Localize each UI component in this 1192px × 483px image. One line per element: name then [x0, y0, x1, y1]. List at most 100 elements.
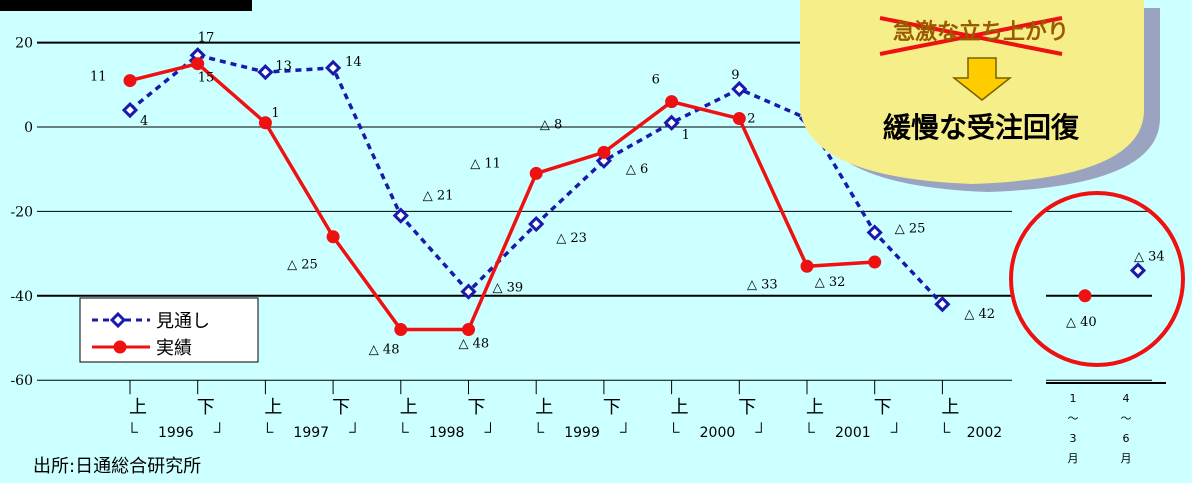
- year-bracket: [402, 422, 409, 433]
- x-tick-label: 上: [400, 397, 418, 418]
- inset-actual-point: [1078, 289, 1092, 303]
- x-tick-label: 上: [535, 397, 553, 418]
- y-tick-label: -60: [10, 373, 33, 389]
- inset-category-label: 1: [1070, 392, 1077, 405]
- x-tick-label: 下: [468, 397, 486, 418]
- quarterly-inset: △ 40 △ 34 1 〜 3 月 4 〜 6 月: [1009, 191, 1185, 465]
- y-tick-label: 20: [15, 36, 33, 52]
- actual-value-label: △ 48: [369, 343, 400, 358]
- year-group-label: 2002: [967, 425, 1003, 441]
- forecast-point: [121, 101, 139, 119]
- inset-category-label: 3: [1070, 432, 1077, 445]
- callout-text: 緩慢な受注回復: [882, 111, 1079, 144]
- year-group-label: 1996: [158, 425, 194, 441]
- year-bracket: [673, 422, 680, 433]
- forecast-value-label: 9: [731, 68, 739, 83]
- callout-bubble: [800, 0, 1160, 192]
- x-tick-label: 下: [738, 397, 756, 418]
- year-bracket: [808, 422, 815, 433]
- y-axis: 20 0 -20 -40 -60: [10, 36, 33, 390]
- actual-point: [462, 323, 475, 337]
- actual-value-label: △ 32: [815, 275, 846, 290]
- actual-point: [529, 166, 543, 180]
- actual-value-label: △ 33: [747, 277, 778, 292]
- year-bracket: [537, 422, 545, 433]
- down-arrow-icon: [951, 57, 1013, 101]
- inset-category-label: 月: [1068, 452, 1079, 465]
- x-tick-label: 下: [603, 397, 621, 418]
- forecast-point: [528, 215, 545, 233]
- year-group-label: 1999: [564, 425, 600, 441]
- forecast-point: [392, 207, 409, 224]
- y-tick-label: 0: [24, 120, 33, 136]
- y-tick-label: -20: [10, 204, 33, 220]
- forecast-point: [731, 80, 748, 98]
- year-group-label: 2000: [700, 425, 736, 441]
- actual-point: [394, 323, 408, 337]
- forecast-point: [866, 224, 883, 241]
- actual-point: [326, 230, 340, 244]
- x-tick-label: 下: [874, 397, 892, 418]
- actual-point: [258, 116, 272, 130]
- forecast-value-label: 4: [140, 114, 148, 129]
- year-group-label: 1998: [429, 425, 465, 441]
- actual-point: [597, 145, 611, 159]
- forecast-point: [324, 59, 342, 77]
- x-tick-label: 上: [129, 397, 147, 418]
- actual-point: [191, 57, 205, 71]
- x-tick-label: 上: [671, 397, 689, 418]
- legend-label-forecast: 見通し: [156, 311, 210, 332]
- inset-category-label: 6: [1123, 432, 1130, 445]
- inset-actual-label: △ 40: [1066, 315, 1097, 330]
- forecast-value-label: 14: [345, 55, 362, 70]
- forecast-value-label: △ 6: [626, 162, 648, 177]
- year-bracket: [755, 422, 762, 433]
- series-line-actual: [129, 61, 875, 332]
- y-tick-label: -40: [10, 289, 33, 305]
- x-tick-label: 上: [264, 397, 282, 418]
- inset-forecast-label: △ 34: [1134, 249, 1165, 264]
- forecast-value-label: △ 42: [964, 307, 995, 322]
- forecast-point: [934, 296, 951, 313]
- actual-point: [868, 255, 882, 269]
- x-tick-label: 上: [806, 397, 824, 418]
- forecast-point: [663, 114, 680, 131]
- highlight-circle: [1009, 191, 1185, 367]
- legend-marker-actual: [113, 340, 127, 354]
- actual-value-label: △ 25: [287, 258, 318, 273]
- x-axis: 上 下 上 下 上 下 上 下 上 下 上 下 上 1996 1997 1998 1999 2000 2001 200…: [129, 380, 1002, 441]
- inset-category-label: 4: [1123, 392, 1130, 405]
- actual-point: [123, 74, 137, 88]
- callout-struck-text: 急激な立ち上がり: [892, 20, 1069, 45]
- forecast-value-label: △ 23: [556, 231, 587, 246]
- actual-point: [665, 95, 679, 109]
- forecast-value-label: △ 25: [895, 222, 926, 237]
- year-bracket: [943, 422, 951, 433]
- year-bracket: [213, 422, 221, 433]
- inset-category-label: 〜: [1121, 412, 1132, 425]
- year-group-label: 1997: [293, 425, 329, 441]
- actual-point: [732, 112, 746, 126]
- forecast-value-label: △ 21: [423, 189, 454, 204]
- year-bracket: [890, 422, 898, 433]
- legend-marker-forecast: [109, 311, 127, 329]
- actual-point: [800, 259, 814, 273]
- forecast-value-label: 13: [275, 59, 292, 74]
- forecast-value-label: △ 39: [493, 281, 524, 296]
- actual-value-label: △ 48: [459, 337, 490, 352]
- strike-line: [879, 16, 1063, 56]
- actual-value-label: 15: [198, 71, 215, 86]
- actual-value-label: 2: [747, 112, 755, 127]
- forecast-value-label: 1: [682, 128, 690, 143]
- actual-value-label: 1: [271, 106, 279, 121]
- x-tick-label: 上: [941, 397, 959, 418]
- title-tab: [0, 0, 252, 11]
- actual-value-label: 6: [652, 73, 660, 88]
- year-bracket: [266, 422, 274, 433]
- inset-forecast-point: [1129, 262, 1147, 279]
- year-group-label: 2001: [835, 425, 871, 441]
- legend-box: [79, 297, 259, 363]
